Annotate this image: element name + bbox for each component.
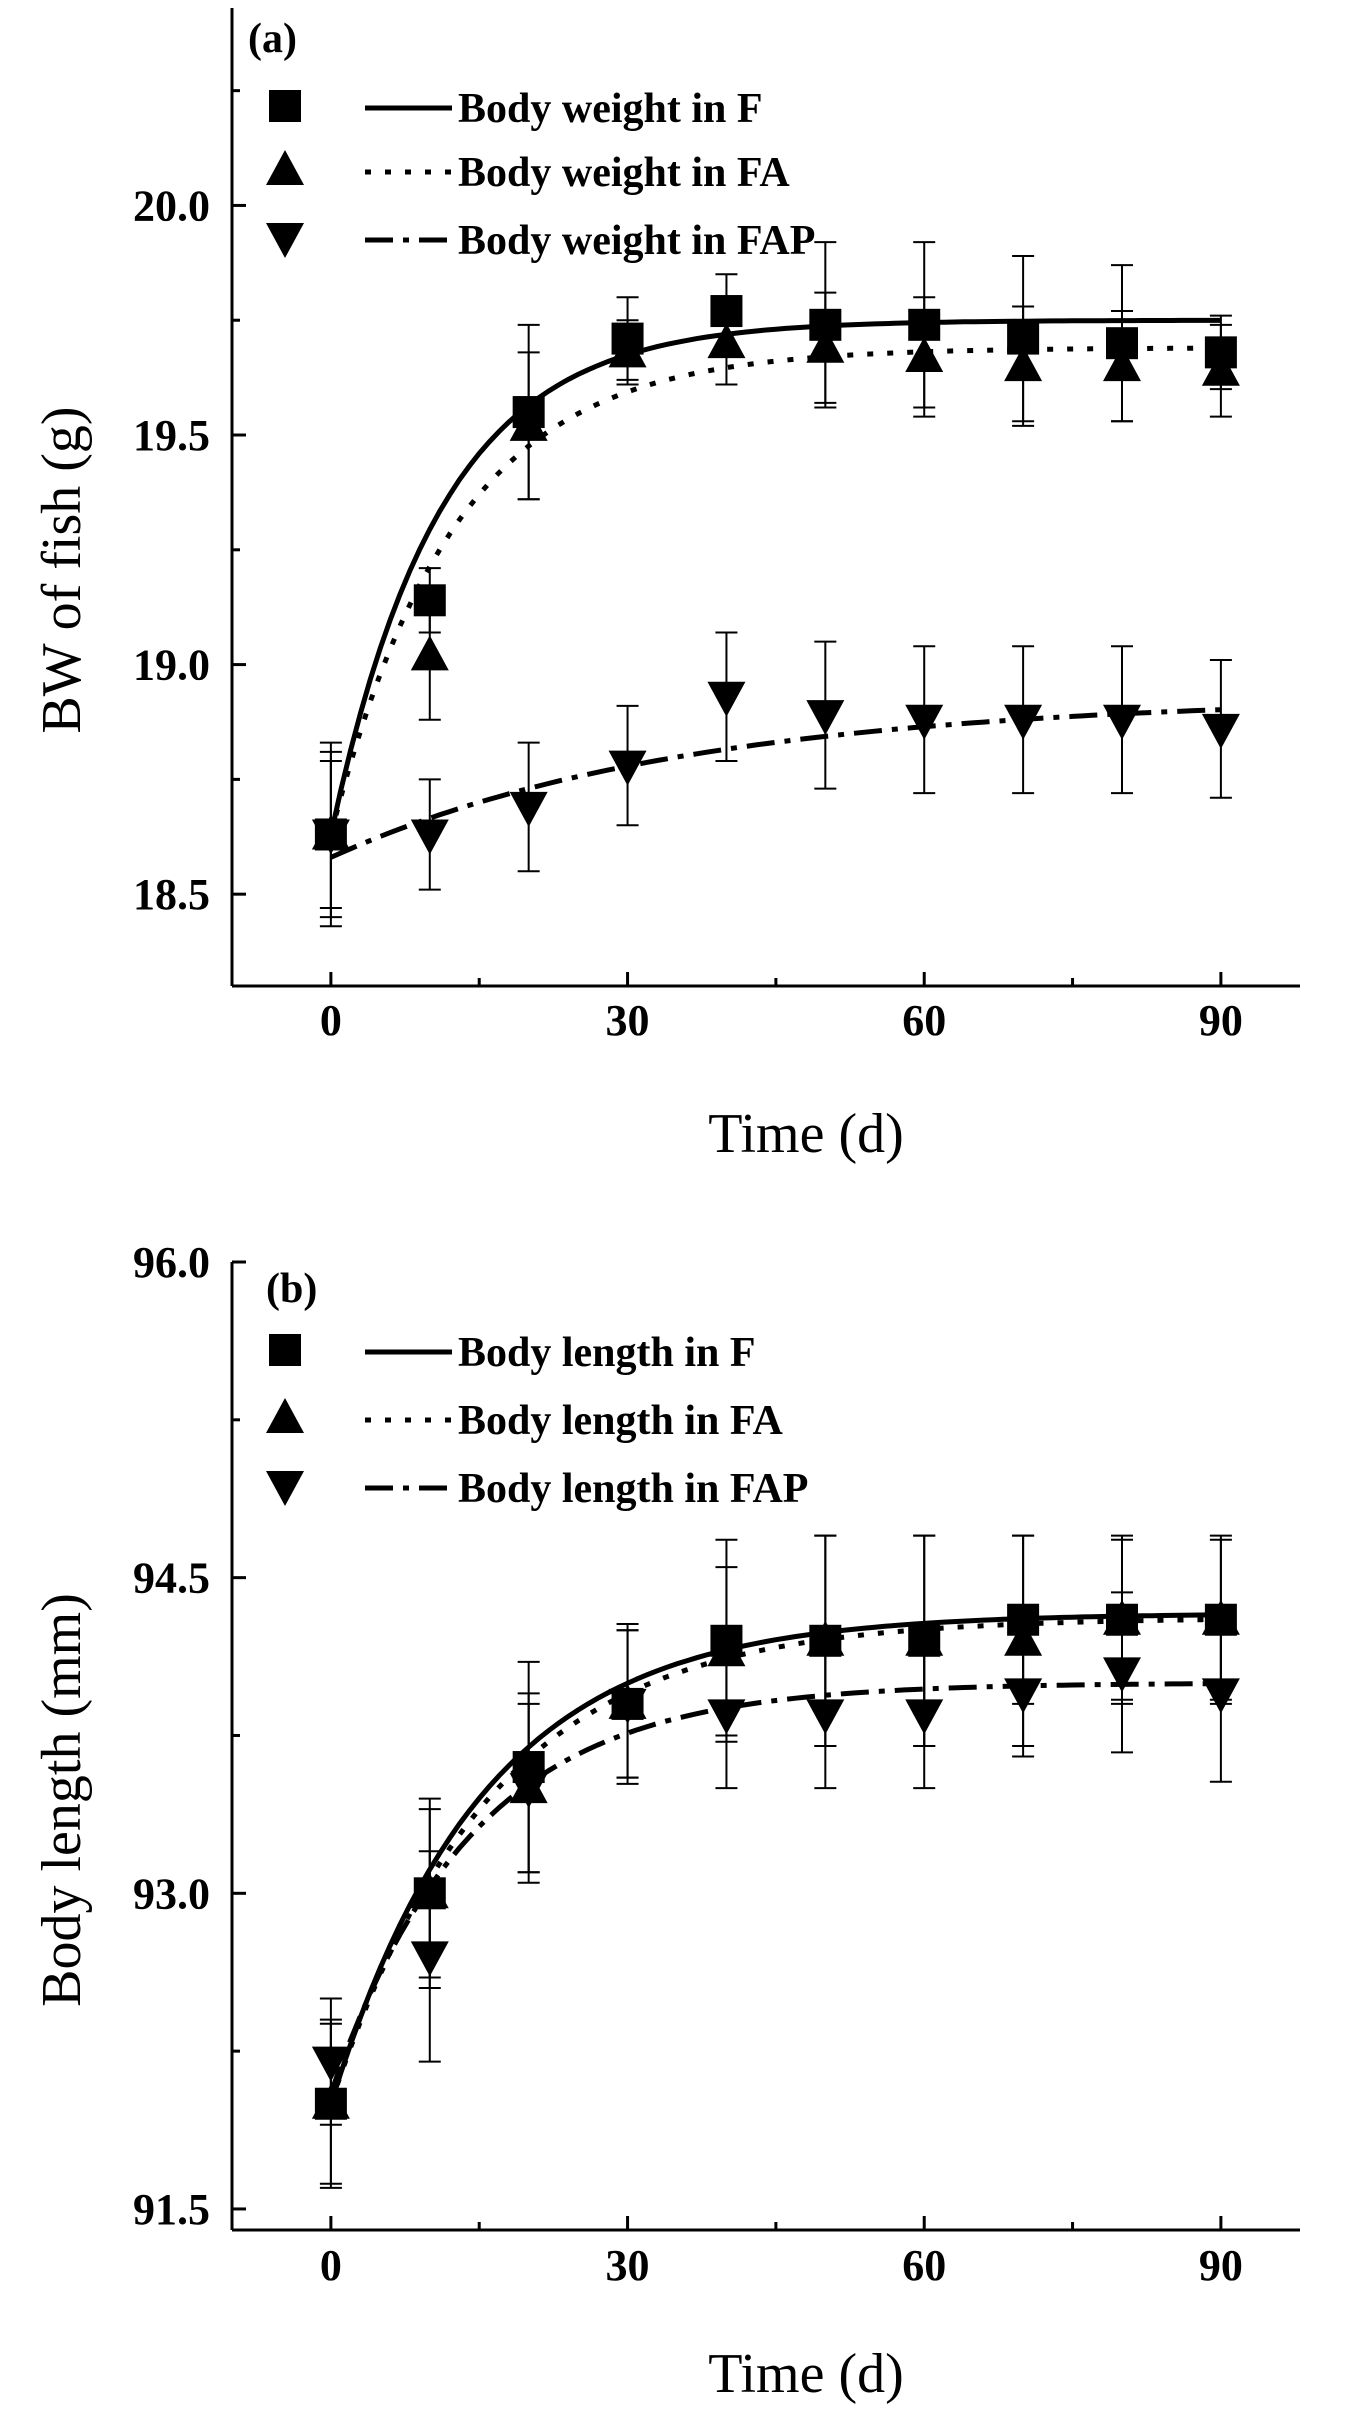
legend-marker — [269, 90, 301, 122]
data-point — [509, 405, 548, 441]
data-point — [1103, 704, 1141, 740]
data-point — [806, 700, 845, 736]
data-point — [608, 750, 647, 786]
fit-curve — [328, 1612, 1221, 2105]
series-1 — [311, 1534, 1240, 2189]
data-point — [1201, 350, 1240, 386]
y-tick-label: 96.0 — [133, 1238, 210, 1287]
legend-entry: Body length in FA — [266, 1398, 783, 1444]
data-point — [707, 681, 746, 717]
data-point — [410, 819, 449, 855]
legend-label: Body length in F — [458, 1330, 756, 1376]
legend-marker — [266, 150, 304, 185]
data-point — [1103, 1657, 1141, 1693]
panel-a-chart: 0 30 60 90 18.5 19.0 19.5 20.0 Time (d) BW of fis… — [31, 8, 1300, 1165]
legend-label: Body weight in FAP — [458, 218, 815, 264]
y-tick-label: 20.0 — [133, 181, 210, 230]
panel-label: (b) — [266, 1266, 317, 1312]
x-tick-label: 90 — [1199, 2241, 1243, 2290]
series-1 — [311, 291, 1240, 909]
data-point — [707, 323, 746, 359]
data-point — [1201, 1678, 1240, 1714]
series-0 — [314, 1534, 1237, 2185]
data-point — [410, 635, 449, 671]
data-point — [905, 704, 944, 740]
x-tick-label: 60 — [902, 996, 946, 1045]
y-axis-title: BW of fish (g) — [31, 406, 93, 733]
y-axis-title: Body length (mm) — [31, 1593, 93, 2007]
x-tick-label: 90 — [1199, 996, 1243, 1045]
data-point — [1103, 346, 1141, 382]
data-point — [509, 791, 548, 827]
legend-marker — [266, 1398, 304, 1433]
legend-marker — [266, 1471, 304, 1506]
legend-label: Body length in FA — [458, 1398, 783, 1444]
legend-entry: Body weight in F — [269, 86, 763, 132]
fit-curve — [328, 317, 1221, 836]
series-2 — [311, 1591, 1240, 2126]
data-point — [509, 1773, 548, 1809]
legend-label: Body weight in FA — [458, 150, 790, 196]
x-tick-label: 30 — [606, 2241, 650, 2290]
data-point — [311, 819, 350, 855]
data-point — [1004, 346, 1043, 382]
data-point — [905, 1699, 944, 1735]
fit-curve — [328, 1681, 1221, 2095]
data-point — [806, 1699, 845, 1735]
fit-curve — [329, 707, 1221, 860]
legend-entry: Body weight in FA — [266, 150, 790, 196]
data-point — [905, 1620, 944, 1656]
legend-marker — [266, 223, 304, 258]
data-point — [608, 1688, 647, 1724]
x-axis-title: Time (d) — [708, 2343, 904, 2405]
x-tick-label: 0 — [320, 996, 342, 1045]
x-tick-label: 0 — [320, 2241, 342, 2290]
legend-label: Body weight in F — [458, 86, 763, 132]
data-point — [806, 327, 845, 363]
fit-curve — [328, 1617, 1221, 2105]
series-0 — [314, 241, 1237, 919]
y-tick-label: 19.0 — [133, 641, 210, 690]
x-axis-title: Time (d) — [708, 1103, 904, 1165]
y-tick-label: 91.5 — [133, 2185, 210, 2234]
legend-marker — [269, 1334, 301, 1366]
x-tick-label: 30 — [606, 996, 650, 1045]
data-point — [410, 1941, 449, 1977]
panel-label: (a) — [248, 16, 297, 62]
legend-label: Body length in FAP — [458, 1466, 808, 1512]
data-point — [1004, 704, 1043, 740]
data-point — [1004, 1678, 1043, 1714]
x-tick-label: 60 — [902, 2241, 946, 2290]
data-point — [1201, 713, 1240, 749]
panel-b-chart: 0 30 60 90 91.5 93.0 94.5 96.0 Time (d) Body leng… — [31, 1238, 1300, 2405]
y-tick-label: 18.5 — [133, 870, 210, 919]
data-point — [608, 332, 647, 368]
data-point — [905, 336, 944, 372]
y-tick-label: 19.5 — [133, 411, 210, 460]
legend-entry: Body length in FAP — [266, 1466, 808, 1512]
data-point — [806, 1620, 845, 1656]
y-tick-label: 94.5 — [133, 1554, 210, 1603]
data-point — [311, 2046, 350, 2082]
legend-entry: Body weight in FAP — [266, 218, 815, 264]
y-tick-label: 93.0 — [133, 1869, 210, 1918]
fit-curve — [328, 345, 1221, 836]
data-point — [707, 1699, 746, 1735]
legend-entry: Body length in F — [269, 1330, 756, 1376]
series-2 — [311, 631, 1240, 928]
